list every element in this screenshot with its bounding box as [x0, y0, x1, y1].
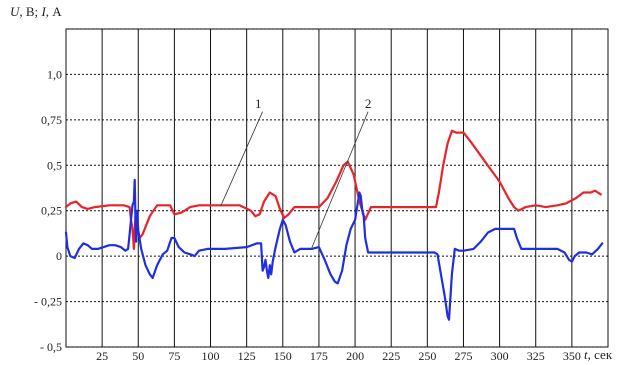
series-group: [64, 129, 604, 321]
y-tick-label: - 0,5: [40, 340, 62, 354]
y-axis-title-i-unit: , А: [46, 4, 63, 19]
tick-labels: 25 50 75 100 125 150 175 200 225 250 275 300 325 350 1…: [34, 67, 581, 363]
annotation-label-1: 1: [255, 96, 262, 111]
y-tick-label: 0,25: [41, 204, 62, 218]
x-tick-label: 75: [168, 349, 180, 363]
x-tick-label: 350: [563, 349, 581, 363]
x-tick-label: 100: [202, 349, 220, 363]
x-tick-label: 300: [491, 349, 509, 363]
y-axis-title-i: I: [40, 4, 46, 19]
annotation-leader-1: [220, 111, 263, 207]
y-tick-label: - 0,25: [34, 295, 62, 309]
plot-frame: [65, 28, 609, 348]
annotation-label-2: 2: [365, 96, 372, 111]
y-axis-title: U, В; I, А: [10, 4, 62, 19]
x-tick-label: 50: [132, 349, 144, 363]
y-tick-label: 0: [56, 249, 62, 263]
grid: [65, 28, 609, 348]
y-tick-label: 0,5: [47, 158, 62, 172]
x-tick-label: 125: [238, 349, 256, 363]
y-axis-title-u-unit: , В;: [19, 4, 41, 19]
x-tick-label: 275: [454, 349, 472, 363]
y-axis-title-u: U: [10, 4, 21, 19]
x-tick-label: 200: [346, 349, 364, 363]
series-line-1: [64, 129, 602, 250]
series-line-2: [64, 178, 604, 321]
x-axis-title-unit: , сек: [588, 347, 613, 362]
x-tick-label: 25: [96, 349, 108, 363]
x-axis-title-t: t: [584, 347, 588, 362]
x-tick-label: 250: [418, 349, 436, 363]
y-tick-label: 1,0: [47, 67, 62, 81]
x-tick-label: 225: [382, 349, 400, 363]
x-tick-label: 175: [310, 349, 328, 363]
y-tick-label: 0,75: [41, 113, 62, 127]
annotation-leader-2: [311, 111, 369, 249]
x-axis-title: t, сек: [584, 347, 613, 362]
x-tick-label: 150: [274, 349, 292, 363]
x-tick-label: 325: [527, 349, 545, 363]
